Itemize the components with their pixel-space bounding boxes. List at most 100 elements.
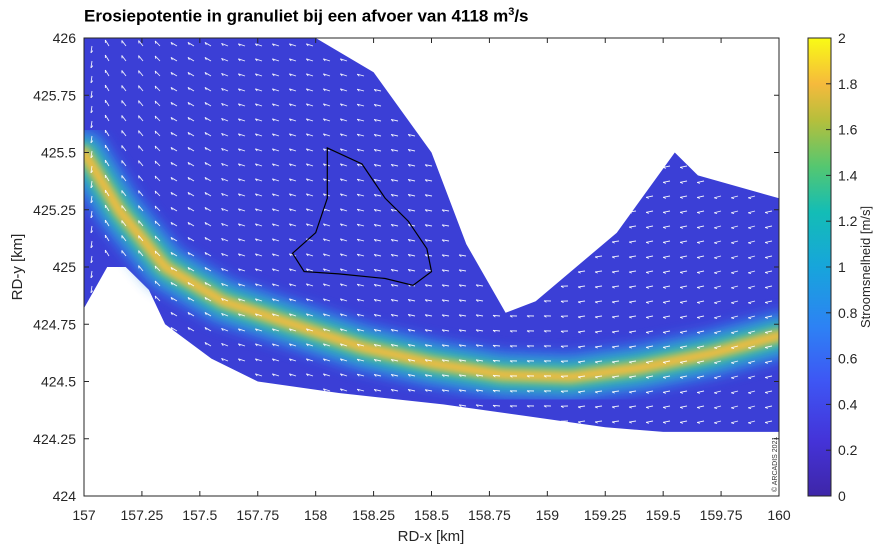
flow-arrow — [748, 225, 756, 229]
flow-arrow-head — [272, 283, 275, 287]
flow-arrow-head — [90, 185, 94, 189]
flow-arrow — [578, 345, 586, 348]
flow-arrow-head — [323, 313, 326, 317]
flow-arrow — [408, 298, 416, 302]
x-tick-label: 158 — [304, 507, 328, 523]
flow-arrow — [204, 87, 212, 92]
flow-arrow-head — [731, 257, 735, 259]
flow-arrow-head — [662, 196, 667, 199]
flow-arrow-head — [424, 359, 428, 362]
flow-arrow-head — [594, 361, 598, 364]
flow-arrow-head — [356, 193, 360, 197]
flow-arrow — [442, 284, 450, 287]
flow-arrow-head — [424, 179, 428, 182]
flow-arrow-head — [679, 376, 684, 379]
flow-arrow — [680, 405, 688, 408]
flow-arrow — [306, 268, 314, 272]
flow-arrow-head — [289, 238, 292, 242]
flow-arrows — [90, 39, 773, 424]
flow-arrow-head — [255, 118, 258, 122]
flow-arrow — [714, 330, 722, 334]
flow-arrow — [748, 420, 756, 424]
flow-arrow-head — [373, 359, 377, 362]
flow-arrow-head — [306, 298, 309, 302]
flow-arrow-head — [306, 43, 309, 47]
flow-arrow-head — [356, 163, 360, 167]
flow-arrow — [391, 148, 399, 152]
flow-arrow — [476, 314, 484, 317]
flow-arrow — [170, 252, 178, 257]
flow-arrow — [408, 358, 416, 362]
flow-arrow — [255, 223, 263, 227]
flow-arrow — [425, 224, 433, 227]
flow-arrow-head — [272, 118, 275, 122]
outlined-area — [291, 146, 433, 286]
flow-arrow — [731, 420, 739, 424]
flow-arrow-head — [731, 347, 735, 349]
flow-arrow-head — [373, 89, 377, 92]
flow-arrow-head — [441, 224, 445, 228]
flow-arrow-head — [306, 268, 309, 272]
flow-arrow — [204, 132, 212, 137]
flow-arrow-head — [187, 222, 190, 226]
flow-arrow-head — [238, 193, 241, 197]
flow-arrow — [289, 313, 297, 317]
flow-arrow-head — [187, 192, 190, 196]
flow-arrow-head — [238, 298, 241, 302]
flow-arrow — [578, 405, 586, 408]
flow-arrow — [714, 345, 722, 349]
flow-arrow — [391, 223, 399, 227]
x-tick-label: 159.25 — [584, 507, 627, 523]
flow-arrow-head — [714, 212, 718, 214]
flow-arrow — [748, 330, 756, 334]
flow-arrow-head — [170, 147, 173, 151]
flow-arrow — [646, 375, 654, 378]
flow-arrow-head — [577, 406, 581, 409]
flow-arrow — [646, 285, 654, 288]
flow-arrow-head — [679, 391, 684, 394]
flow-arrow — [595, 345, 603, 348]
flow-arrow-head — [255, 238, 258, 242]
flow-arrow-head — [373, 269, 377, 272]
flow-arrow — [238, 208, 246, 212]
flow-arrow-head — [238, 148, 241, 152]
flow-arrow-head — [204, 267, 207, 271]
flow-arrow-head — [697, 212, 701, 214]
flow-arrow — [90, 150, 93, 158]
flow-arrow-head — [390, 224, 394, 227]
flow-arrow — [121, 220, 127, 227]
flow-arrow — [154, 205, 161, 212]
flow-arrow-head — [407, 164, 411, 167]
flow-arrow-head — [373, 224, 377, 227]
flow-arrow-head — [441, 299, 445, 303]
flow-arrow — [272, 328, 280, 332]
flow-arrow — [765, 345, 773, 348]
flow-arrow — [663, 300, 671, 303]
flow-arrow — [90, 75, 93, 83]
flow-arrow-head — [679, 316, 684, 319]
colorbar-tick-label: 1 — [838, 259, 846, 275]
flow-arrow — [238, 358, 246, 362]
flow-arrow — [138, 205, 144, 212]
y-tick-label: 425.75 — [33, 87, 76, 103]
flow-arrow — [765, 390, 773, 393]
flow-arrow — [425, 284, 433, 287]
flow-arrow — [306, 373, 314, 377]
flow-arrow — [374, 103, 382, 107]
flow-arrow — [663, 210, 671, 213]
flow-arrow-head — [340, 328, 343, 332]
flow-arrow-head — [679, 226, 684, 229]
flow-arrow-head — [662, 181, 667, 184]
flow-arrow — [612, 420, 620, 423]
flow-arrow-head — [560, 405, 564, 408]
flow-arrow — [442, 329, 450, 332]
flow-arrow-head — [577, 421, 581, 424]
flow-arrow-head — [323, 58, 326, 62]
flow-arrow-head — [187, 42, 190, 46]
flow-arrow-head — [340, 253, 343, 257]
flow-arrow — [221, 297, 229, 302]
flow-arrow-head — [679, 361, 684, 364]
flow-arrow-head — [662, 211, 667, 214]
flow-arrow-head — [509, 375, 513, 378]
colorbar-tick-label: 1.6 — [838, 122, 858, 138]
